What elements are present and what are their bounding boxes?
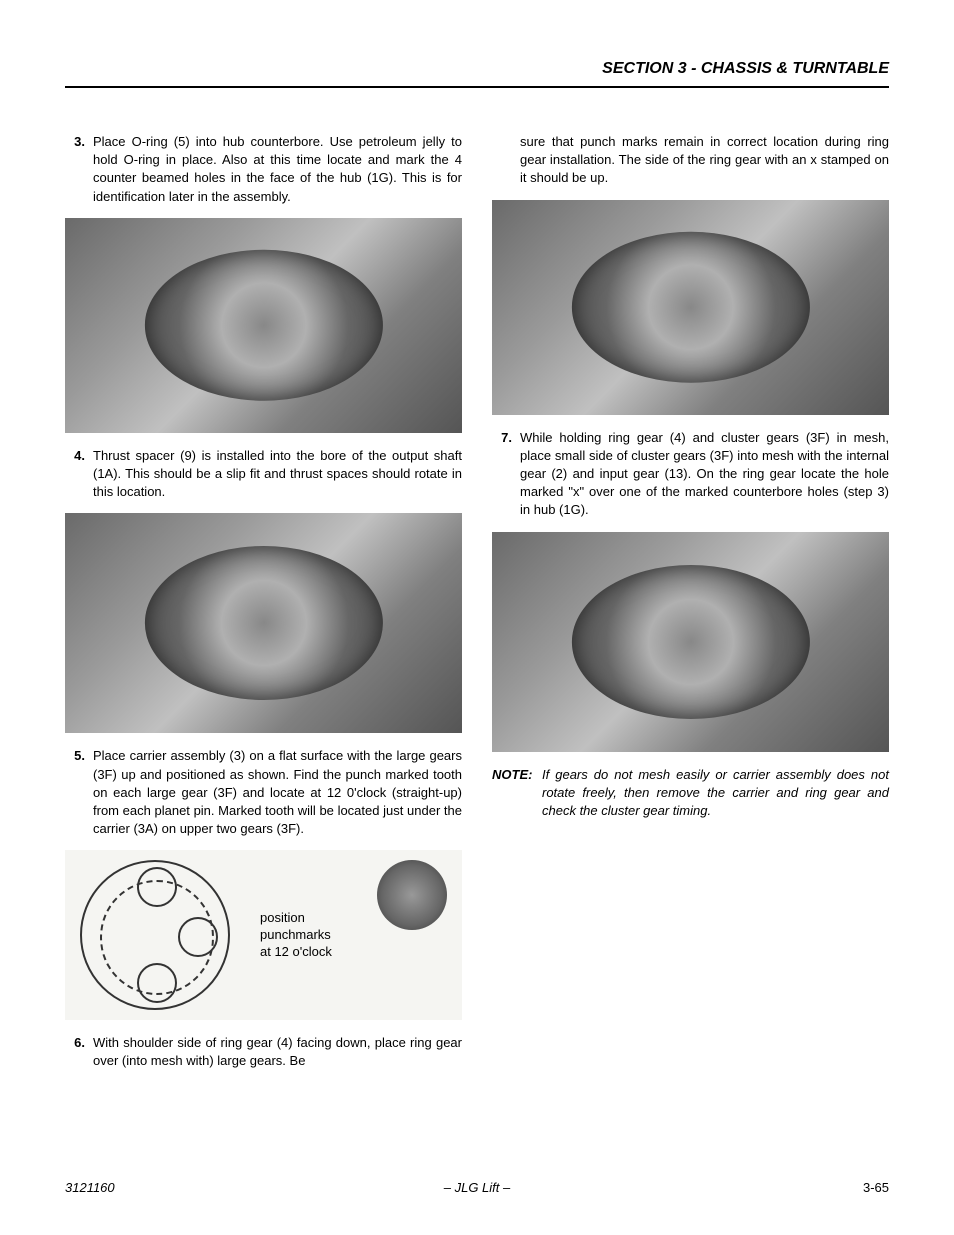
- step-4: 4. Thrust spacer (9) is installed into t…: [65, 447, 462, 502]
- page-footer: 3121160 – JLG Lift – 3-65: [65, 1180, 889, 1195]
- step-5: 5. Place carrier assembly (3) on a flat …: [65, 747, 462, 838]
- diagram-punchmarks: position punchmarks at 12 o'clock: [65, 850, 462, 1020]
- content-area: 3. Place O-ring (5) into hub counterbore…: [65, 133, 889, 1083]
- diagram-small-gear: [137, 867, 177, 907]
- diagram-line: at 12 o'clock: [260, 944, 332, 959]
- step-6: 6. With shoulder side of ring gear (4) f…: [65, 1034, 462, 1070]
- step-text: Thrust spacer (9) is installed into the …: [93, 447, 462, 502]
- header-divider: [65, 86, 889, 88]
- photo-cluster-gears: [492, 532, 889, 752]
- step-text: Place carrier assembly (3) on a flat sur…: [93, 747, 462, 838]
- step-6-continuation: sure that punch marks remain in correct …: [520, 133, 889, 188]
- right-column: sure that punch marks remain in correct …: [492, 133, 889, 1083]
- note-label: NOTE:: [492, 766, 542, 821]
- footer-doc-number: 3121160: [65, 1180, 115, 1195]
- step-number: 6.: [65, 1034, 93, 1070]
- section-title: SECTION 3 - CHASSIS & TURNTABLE: [65, 60, 889, 78]
- step-7: 7. While holding ring gear (4) and clust…: [492, 429, 889, 520]
- step-number: 7.: [492, 429, 520, 520]
- note-block: NOTE: If gears do not mesh easily or car…: [492, 766, 889, 821]
- diagram-inset-photo: [377, 860, 447, 930]
- footer-page-number: 3-65: [863, 1180, 889, 1195]
- step-number: 3.: [65, 133, 93, 206]
- photo-ring-gear: [492, 200, 889, 415]
- diagram-line: position: [260, 910, 305, 925]
- step-number: 4.: [65, 447, 93, 502]
- left-column: 3. Place O-ring (5) into hub counterbore…: [65, 133, 462, 1083]
- note-text: If gears do not mesh easily or carrier a…: [542, 766, 889, 821]
- photo-thrust-spacer: [65, 513, 462, 733]
- diagram-line: punchmarks: [260, 927, 331, 942]
- step-text: While holding ring gear (4) and cluster …: [520, 429, 889, 520]
- step-3: 3. Place O-ring (5) into hub counterbore…: [65, 133, 462, 206]
- step-number: 5.: [65, 747, 93, 838]
- diagram-small-gear: [178, 917, 218, 957]
- step-text: With shoulder side of ring gear (4) faci…: [93, 1034, 462, 1070]
- photo-hub-counterbore: [65, 218, 462, 433]
- step-text: Place O-ring (5) into hub counterbore. U…: [93, 133, 462, 206]
- footer-brand: – JLG Lift –: [444, 1180, 510, 1195]
- diagram-gear-circle: [80, 860, 230, 1010]
- diagram-caption: position punchmarks at 12 o'clock: [260, 910, 332, 961]
- diagram-small-gear: [137, 963, 177, 1003]
